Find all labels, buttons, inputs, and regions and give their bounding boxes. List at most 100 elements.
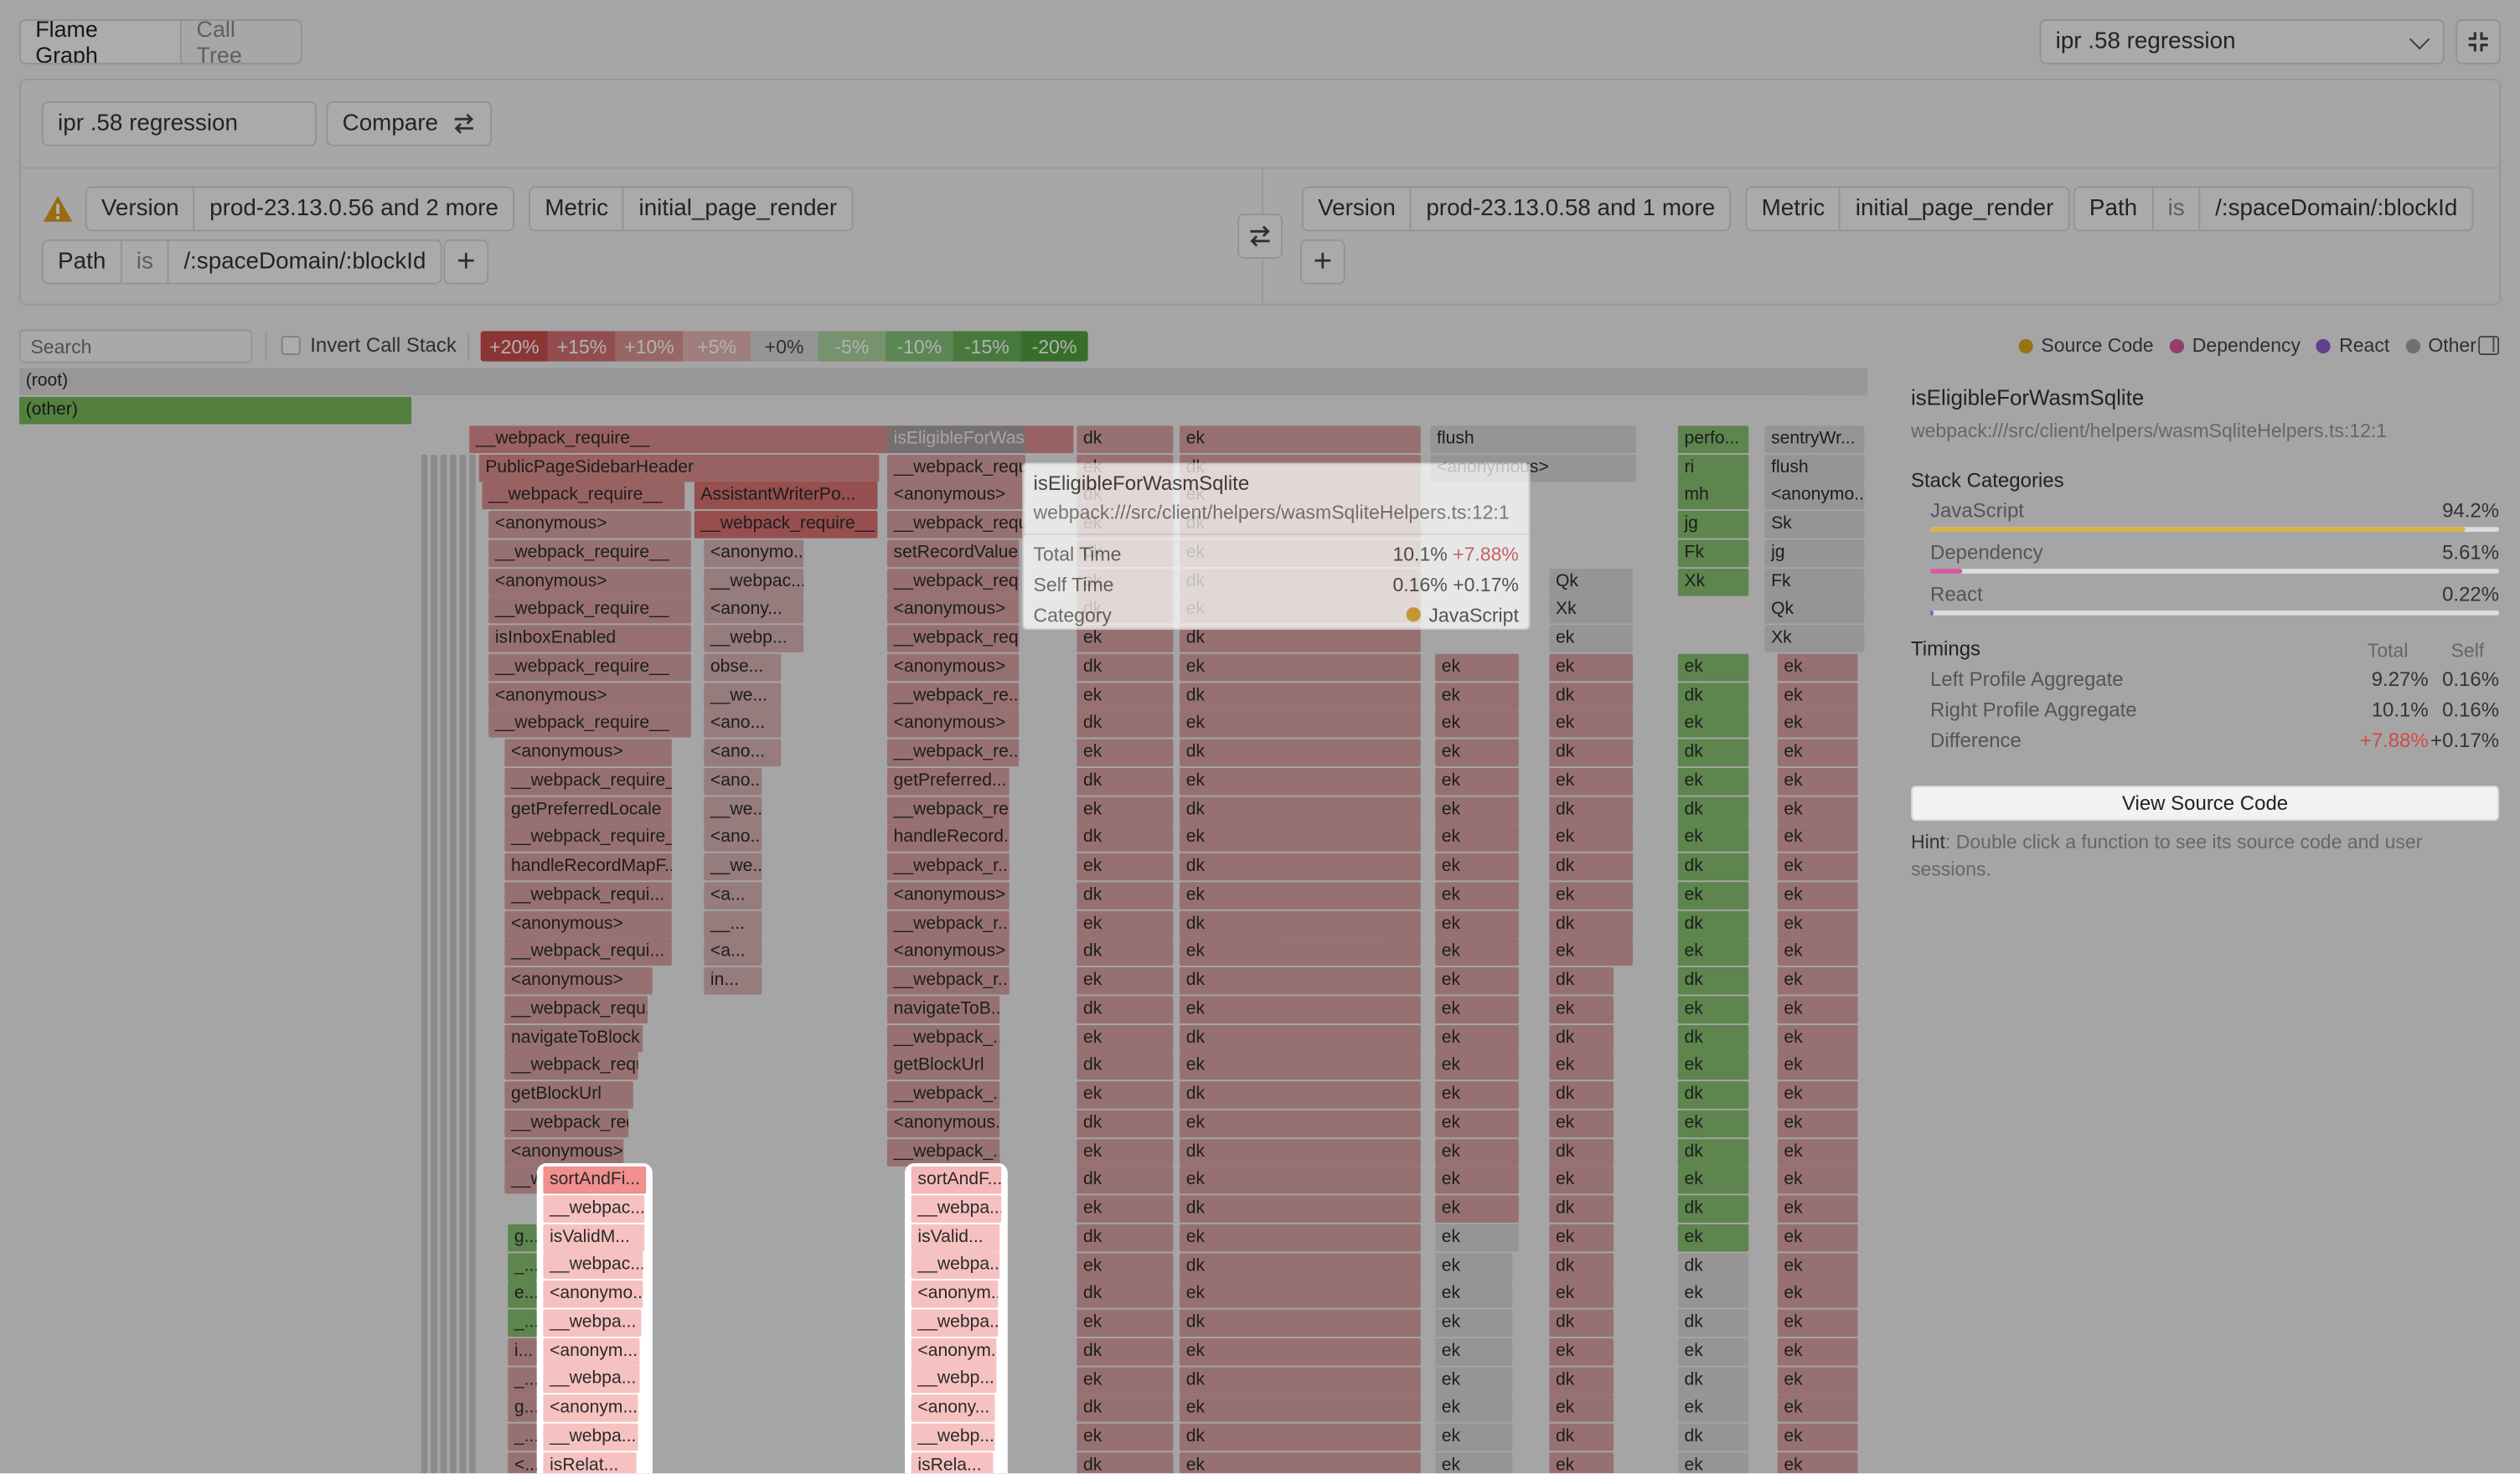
flame-node[interactable]: flush (1430, 425, 1636, 453)
flame-node[interactable]: ek (1077, 1366, 1174, 1394)
flame-node[interactable]: ek (1777, 1023, 1858, 1052)
flame-node[interactable]: dk (1180, 1138, 1421, 1166)
flame-node[interactable]: handleRecord... (886, 824, 1010, 853)
flame-node[interactable]: ek (1549, 1451, 1614, 1474)
flame-node[interactable]: dk (1180, 853, 1421, 881)
flame-node[interactable]: _... (508, 1366, 537, 1394)
flame-node[interactable]: dk (1077, 1337, 1174, 1366)
flame-node[interactable]: ek (1180, 653, 1421, 681)
flame-node[interactable]: dk (1180, 1423, 1421, 1451)
flame-node[interactable]: ek (1777, 1081, 1858, 1109)
flame-node[interactable]: __webpack_requ... (886, 511, 1025, 539)
flame-node[interactable]: ek (1180, 1451, 1421, 1474)
flame-node[interactable]: dk (1077, 1167, 1174, 1194)
right-metric-filter[interactable]: Metric initial_page_render (1745, 186, 2070, 232)
flame-node[interactable]: ek (1435, 881, 1519, 910)
flame-node[interactable]: ek (1180, 1224, 1421, 1251)
flame-node[interactable]: ek (1435, 1138, 1519, 1166)
flame-node[interactable]: dk (1180, 1366, 1421, 1394)
flame-node[interactable]: ek (1077, 739, 1174, 767)
flame-node-sliver[interactable] (421, 453, 428, 1474)
flame-node[interactable]: ek (1549, 767, 1634, 796)
flame-node[interactable]: <ano... (704, 824, 762, 853)
flame-node[interactable]: dk (1549, 966, 1614, 995)
flame-node[interactable]: getBlockUrl (504, 1081, 633, 1109)
flame-node[interactable]: <anonym... (911, 1337, 997, 1365)
flame-node[interactable]: ek (1435, 1366, 1513, 1394)
flame-node[interactable]: ek (1180, 710, 1421, 739)
flame-node[interactable]: getPreferredLocale (504, 796, 672, 824)
flame-node[interactable]: __webpack_requ... (504, 1053, 638, 1080)
flame-node[interactable]: ek (1777, 1053, 1858, 1080)
flame-node[interactable]: isInboxEnabled (488, 625, 691, 652)
flame-node[interactable]: __webpack_r... (886, 853, 1010, 881)
flame-node[interactable]: Qk (1764, 596, 1865, 624)
flame-node[interactable]: dk (1549, 1023, 1614, 1052)
flame-node[interactable]: __we... (704, 796, 762, 824)
flame-node[interactable]: ri (1677, 453, 1749, 482)
flame-node[interactable]: dk (1549, 853, 1634, 881)
flame-node[interactable]: ek (1435, 767, 1519, 796)
flame-node[interactable]: dk (1077, 710, 1174, 739)
flame-node[interactable]: __webpa... (911, 1309, 998, 1337)
flame-node[interactable]: ek (1777, 1281, 1858, 1309)
flame-node[interactable]: ek (1435, 1053, 1519, 1080)
flame-node[interactable]: ek (1180, 824, 1421, 853)
flame-node[interactable]: ek (1677, 881, 1749, 910)
flame-node-root[interactable]: (root) (19, 368, 1868, 395)
flame-node[interactable]: _... (508, 1252, 537, 1281)
flame-node[interactable]: ek (1077, 1423, 1174, 1451)
flame-node[interactable]: dk (1549, 1195, 1614, 1223)
flame-node[interactable]: ek (1435, 910, 1519, 938)
flame-node[interactable]: ek (1549, 1337, 1614, 1366)
flame-node[interactable]: ek (1677, 1167, 1749, 1194)
flame-node[interactable]: i... (508, 1337, 537, 1366)
flame-node[interactable]: ek (1077, 1138, 1174, 1166)
flame-node[interactable]: dk (1677, 1195, 1749, 1223)
flame-node[interactable]: <anonymo... (543, 1280, 643, 1308)
flame-node[interactable]: ek (1435, 1423, 1513, 1451)
flame-node[interactable]: __webpack_require__ (488, 653, 691, 681)
flame-node[interactable]: ek (1180, 1394, 1421, 1423)
flame-node-other[interactable]: (other) (19, 396, 412, 425)
flame-node[interactable]: __webpack_requ... (886, 453, 1025, 482)
flame-node[interactable]: __webpack_require__ (504, 824, 672, 853)
flame-node[interactable]: ek (1777, 710, 1858, 739)
flame-node[interactable]: ek (1677, 1053, 1749, 1080)
collapse-button[interactable] (2455, 19, 2502, 64)
flame-node[interactable]: ek (1549, 1224, 1614, 1251)
flame-node[interactable]: dk (1549, 1423, 1614, 1451)
flame-node[interactable]: ek (1435, 995, 1519, 1023)
flame-node[interactable]: __webpa... (543, 1309, 642, 1337)
flame-node[interactable]: dk (1180, 796, 1421, 824)
flame-node[interactable]: Fk (1677, 539, 1749, 567)
flame-node[interactable]: dk (1180, 739, 1421, 767)
flame-node[interactable]: ek (1777, 824, 1858, 853)
flame-node[interactable]: ek (1077, 796, 1174, 824)
flame-node[interactable]: isRela... (911, 1451, 994, 1474)
flame-node[interactable]: dk (1677, 853, 1749, 881)
flame-node[interactable]: dk (1077, 425, 1174, 453)
flame-node[interactable]: __webpack_require__ (488, 539, 691, 567)
flame-node[interactable]: getPreferred... (886, 767, 1010, 796)
flame-node[interactable]: in... (704, 966, 762, 995)
flame-node[interactable]: ek (1549, 881, 1634, 910)
flame-node[interactable]: ek (1435, 682, 1519, 709)
flame-node[interactable]: __webpack_re... (886, 682, 1020, 709)
flame-node[interactable]: dk (1077, 1053, 1174, 1080)
flame-node[interactable]: <anonymous> (504, 966, 653, 995)
flame-node[interactable]: ek (1077, 1195, 1174, 1223)
flame-node[interactable]: isEligibleForWasm... (886, 425, 1025, 453)
flame-node[interactable]: <ano... (704, 710, 782, 739)
flame-node[interactable]: __webpac... (704, 568, 804, 595)
flame-node[interactable]: <anonym... (543, 1394, 638, 1422)
flame-node[interactable]: navigateToB... (886, 995, 1000, 1023)
flame-node[interactable]: ek (1777, 938, 1858, 966)
flame-node[interactable]: ek (1435, 1023, 1519, 1052)
flame-node[interactable]: ek (1777, 767, 1858, 796)
swap-profiles-button[interactable] (1237, 214, 1283, 259)
flame-node[interactable]: ek (1777, 910, 1858, 938)
flame-node[interactable]: dk (1677, 739, 1749, 767)
flame-node[interactable]: dk (1077, 767, 1174, 796)
tab-call-tree[interactable]: Call Tree (196, 19, 242, 64)
